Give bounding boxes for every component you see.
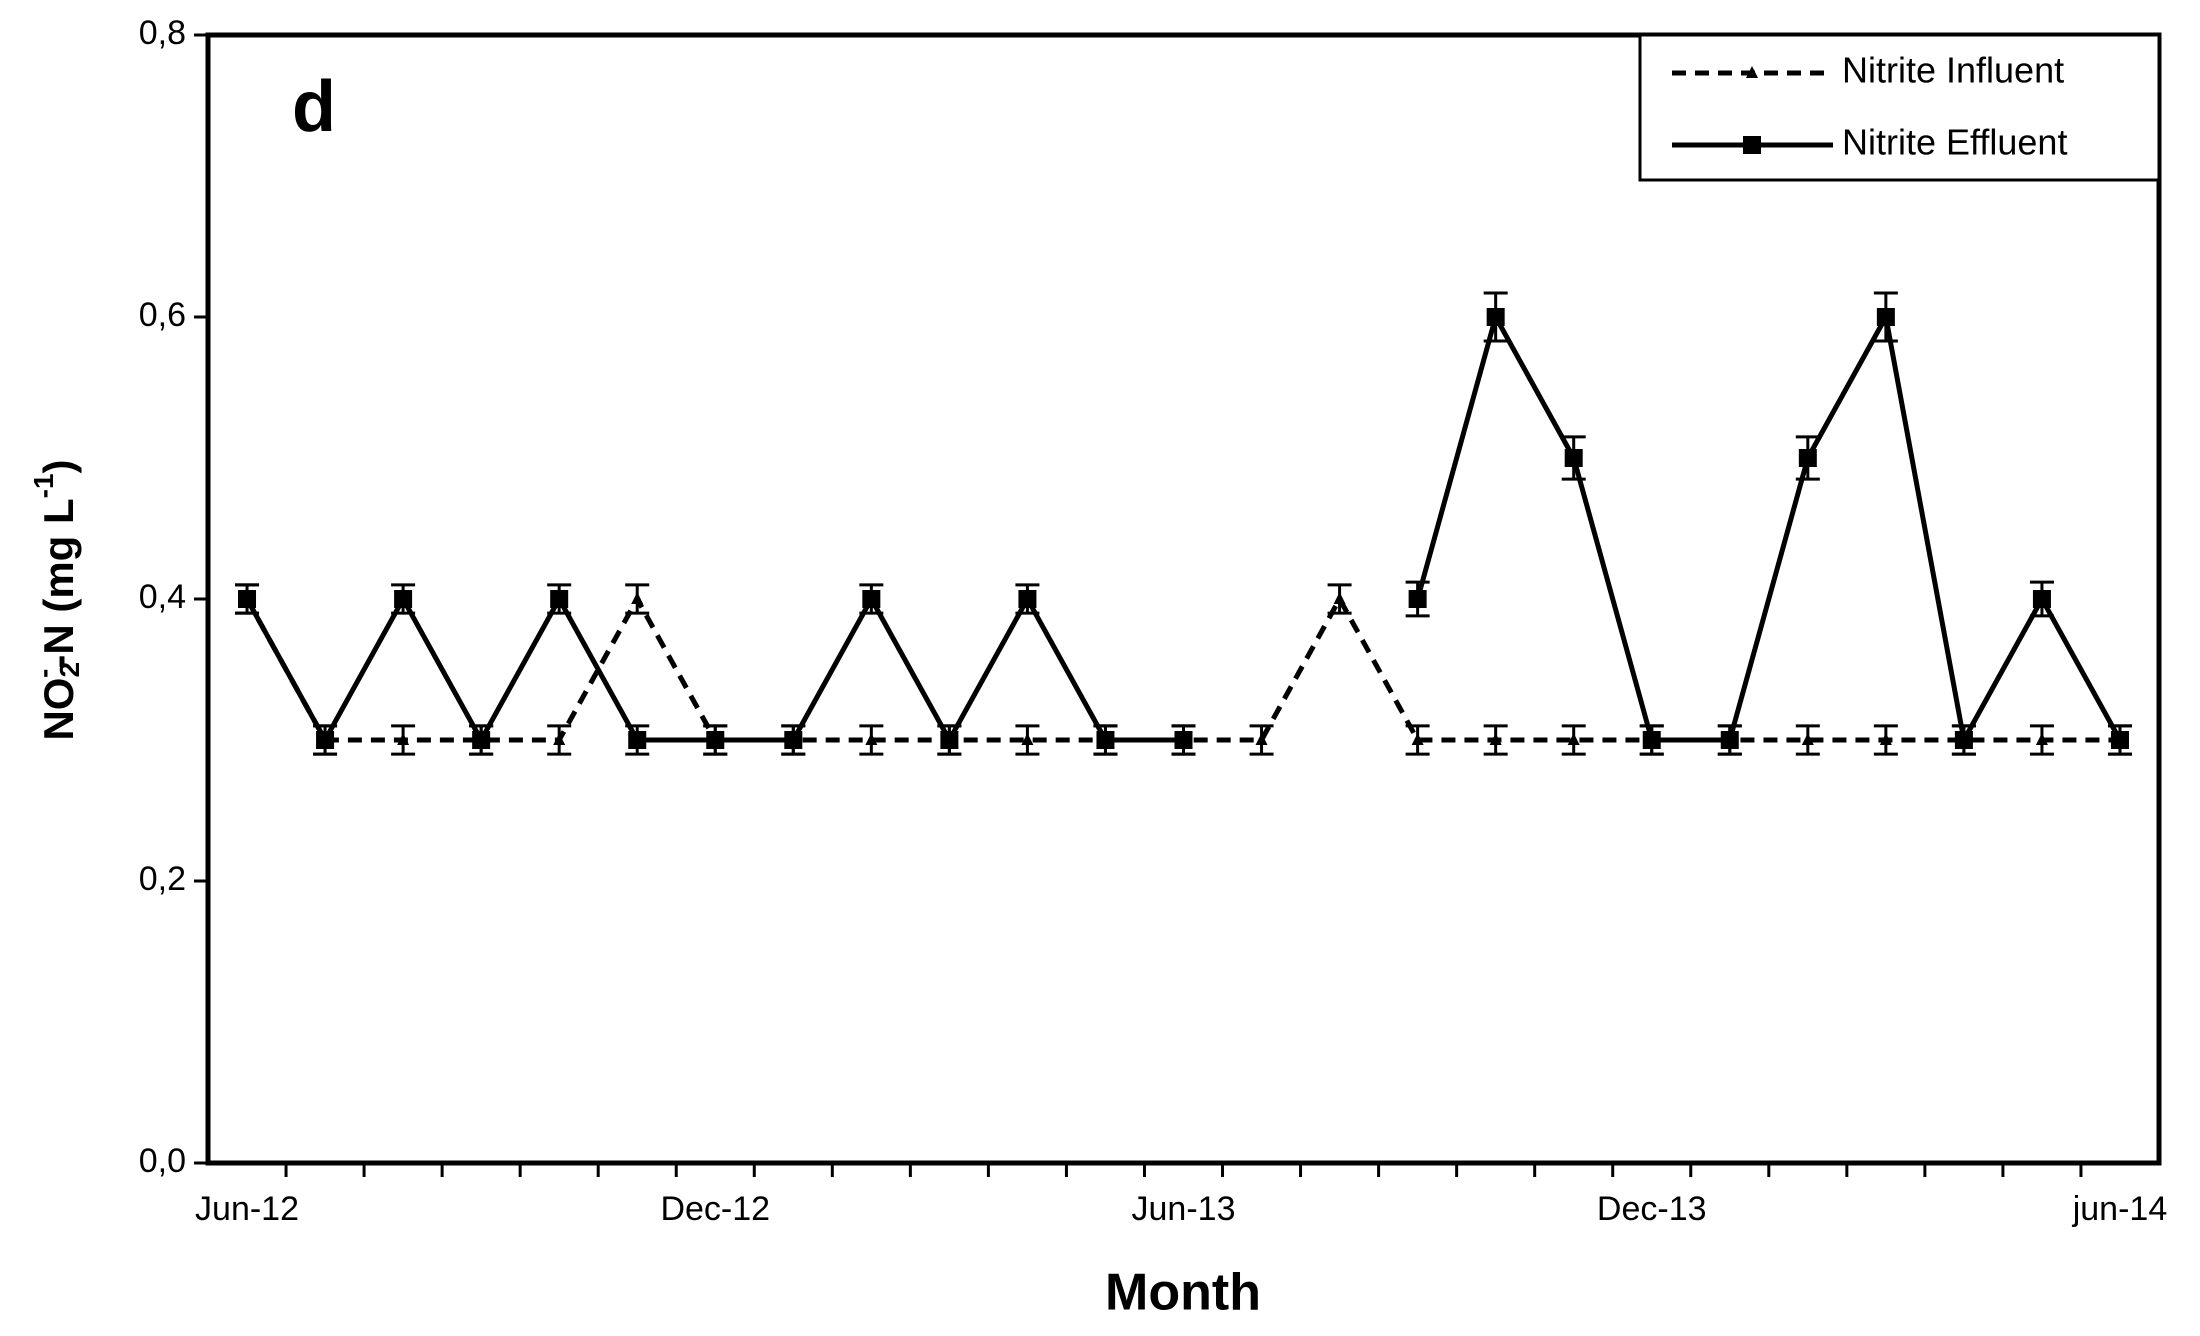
plot-frame — [205, 32, 2162, 1166]
y-tick-label: 0,2 — [139, 860, 186, 898]
marker — [1720, 731, 1739, 749]
marker — [631, 592, 644, 604]
marker — [550, 590, 569, 608]
marker — [1411, 733, 1424, 745]
y-title-sup: -1 — [28, 473, 59, 498]
marker — [1489, 733, 1502, 745]
x-tick-label: Dec-13 — [1597, 1190, 1707, 1228]
marker — [472, 731, 491, 749]
marker — [1333, 592, 1346, 604]
marker — [1879, 733, 1892, 745]
marker — [940, 731, 959, 749]
marker — [1021, 733, 1034, 745]
marker — [1096, 731, 1115, 749]
y-title-part: -N (mg L — [35, 498, 82, 668]
marker — [1255, 733, 1268, 745]
y-title-sup: - — [28, 669, 59, 678]
marker — [2032, 590, 2051, 608]
series-line — [244, 309, 2123, 748]
legend-marker — [1746, 66, 1758, 78]
y-tick-label: 0,4 — [139, 578, 186, 616]
marker — [1408, 590, 1427, 608]
marker — [1018, 590, 1037, 608]
x-tick-label: Dec-12 — [660, 1190, 770, 1228]
marker — [784, 731, 803, 749]
marker — [1564, 449, 1583, 467]
marker — [1174, 731, 1193, 749]
y-title-part: NO — [35, 678, 82, 741]
y-title-part: ) — [35, 459, 82, 473]
marker — [1486, 308, 1505, 326]
marker — [394, 590, 413, 608]
x-tick-label: Jun-12 — [195, 1190, 299, 1228]
marker — [238, 590, 257, 608]
series-line — [244, 593, 2120, 743]
marker — [1801, 733, 1814, 745]
x-axis-title: Month — [1105, 1264, 1261, 1322]
marker — [865, 733, 878, 745]
legend-label: Nitrite Effluent — [1842, 122, 2067, 163]
marker — [1567, 733, 1580, 745]
marker — [316, 731, 335, 749]
y-tick-label: 0,0 — [139, 1142, 186, 1180]
marker — [397, 733, 410, 745]
x-tick-label: Jun-13 — [1132, 1190, 1236, 1228]
marker — [1642, 731, 1661, 749]
panel-label: d — [292, 67, 336, 147]
marker — [1876, 308, 1895, 326]
marker — [553, 733, 566, 745]
x-tick-label: jun-14 — [2072, 1190, 2168, 1228]
marker — [2110, 731, 2129, 749]
marker — [628, 731, 647, 749]
y-tick-label: 0,8 — [139, 14, 186, 52]
marker — [862, 590, 881, 608]
legend-label: Nitrite Influent — [1842, 50, 2064, 91]
marker — [2035, 733, 2048, 745]
marker — [706, 731, 725, 749]
marker — [1954, 731, 1973, 749]
y-tick-label: 0,6 — [139, 296, 186, 334]
y-axis-title: NO2--N (mg L-1) — [28, 459, 85, 740]
legend-marker — [1743, 136, 1761, 154]
legend-box — [1638, 33, 2161, 182]
marker — [1798, 449, 1817, 467]
y-title-sub: 2 — [54, 662, 85, 678]
